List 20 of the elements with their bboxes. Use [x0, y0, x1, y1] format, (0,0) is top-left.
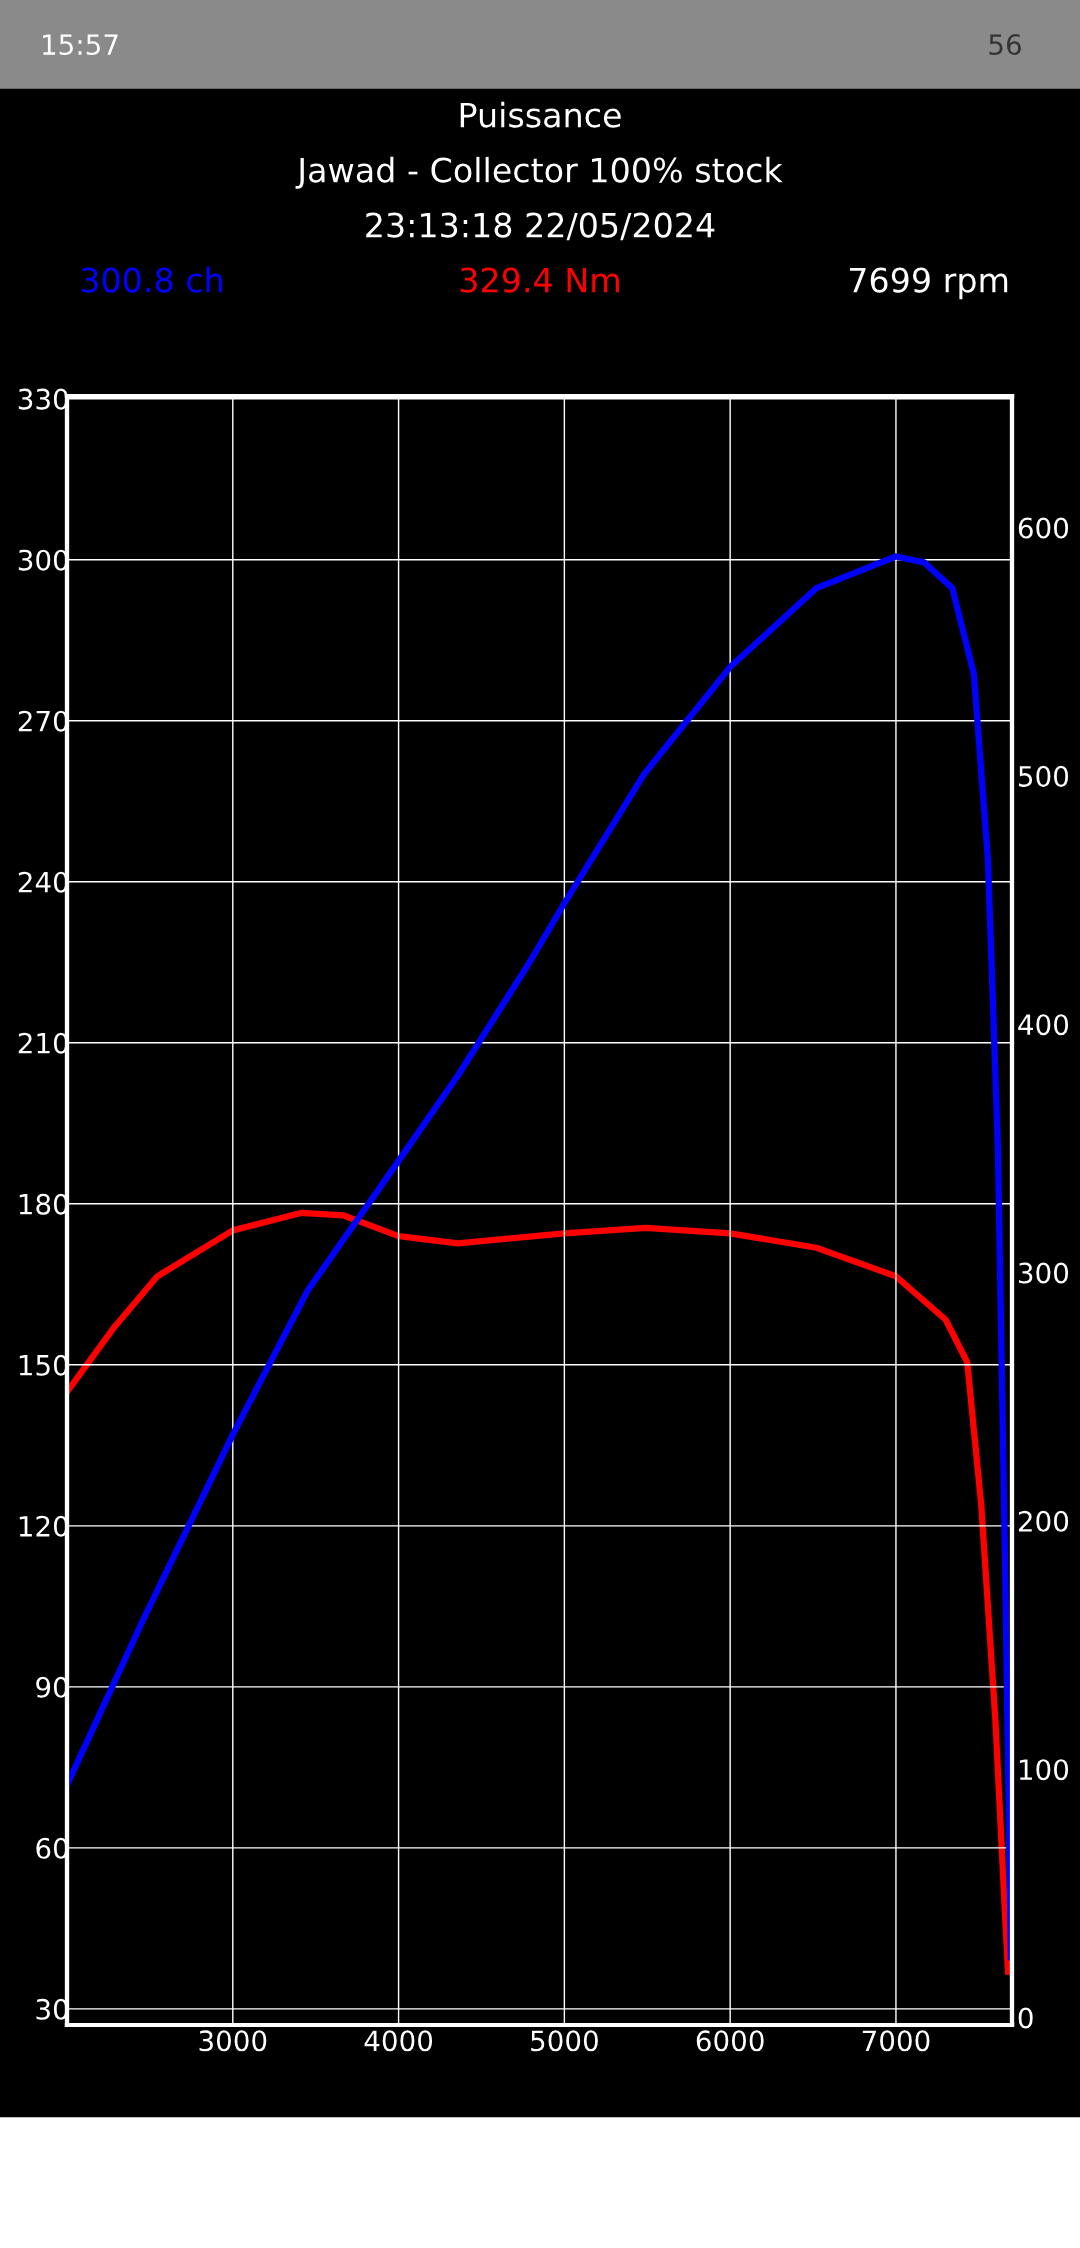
y2-tick-label: 400 [1018, 1014, 1069, 1036]
y2-tick-label: 500 [1019, 765, 1069, 787]
x-tick-label: 4000 [364, 2030, 433, 2052]
y2-tick-label: 200 [1018, 1510, 1069, 1532]
y2-tick-label: 600 [1018, 517, 1069, 539]
x-tick-label: 7000 [862, 2030, 930, 2052]
y2-tick-label: 100 [1019, 1759, 1069, 1781]
chart-title: Puissance [460, 101, 621, 128]
text: 15:57 [43, 34, 118, 56]
text: 329.4 Nm [460, 267, 619, 293]
text: 300.8 ch [81, 266, 222, 293]
y2-tick-label: 0 [1018, 2007, 1033, 2029]
text: 7699 rpm [849, 267, 1008, 300]
x-tick-label: 6000 [696, 2030, 764, 2052]
x-tick-label: 3000 [199, 2030, 267, 2052]
x-tick-label: 5000 [531, 2030, 598, 2052]
text: 23:13:18 22/05/2024 [366, 212, 715, 241]
y2-tick-label: 300 [1018, 1262, 1069, 1284]
chart-subtitle: Jawad - Collector 100% stock [295, 156, 783, 189]
text: 56 [989, 34, 1021, 56]
